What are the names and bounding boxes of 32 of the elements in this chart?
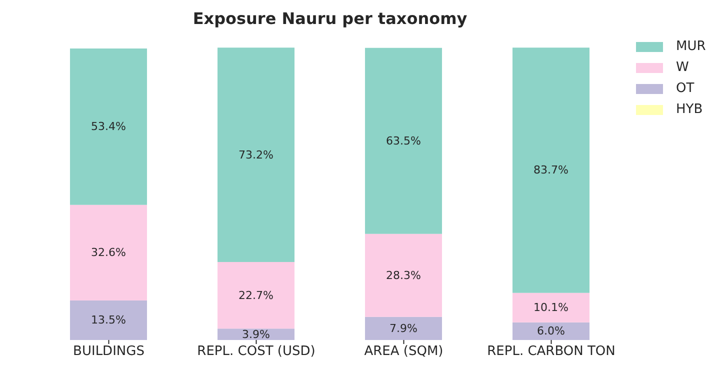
legend-label: MUR	[676, 39, 706, 54]
bar	[218, 48, 294, 262]
data-label: 32.6%	[91, 246, 126, 260]
legend-label: HYB	[676, 102, 703, 117]
x-tick-label: REPL. COST (USD)	[197, 344, 316, 360]
legend-label: W	[676, 60, 689, 75]
data-label: 73.2%	[238, 148, 274, 162]
x-tick-label: BUILDINGS	[73, 344, 144, 360]
data-label: 13.5%	[91, 314, 126, 327]
bar	[512, 292, 590, 322]
data-label: 53.4%	[91, 120, 126, 134]
bar	[365, 48, 442, 234]
chart-title: Exposure Nauru per taxonomy	[192, 9, 468, 28]
x-tick-label: REPL. CARBON TON	[487, 344, 616, 360]
bar	[512, 322, 590, 340]
data-label: 22.7%	[238, 288, 274, 302]
bar	[365, 316, 442, 340]
bar	[70, 48, 147, 205]
x-tick-label: AREA (SQM)	[364, 344, 444, 360]
bar	[218, 262, 294, 329]
bar	[512, 48, 590, 293]
data-label: 7.9%	[390, 322, 418, 335]
data-label: 10.1%	[534, 301, 568, 314]
data-label: 83.7%	[534, 164, 568, 177]
bar	[365, 234, 442, 317]
bar	[70, 300, 147, 340]
data-label: 6.0%	[537, 324, 565, 338]
legend-label: OT	[676, 81, 694, 96]
data-label: 63.5%	[386, 134, 421, 148]
bar	[70, 204, 147, 300]
data-label: 28.3%	[386, 268, 421, 282]
data-label: 3.9%	[242, 328, 270, 341]
